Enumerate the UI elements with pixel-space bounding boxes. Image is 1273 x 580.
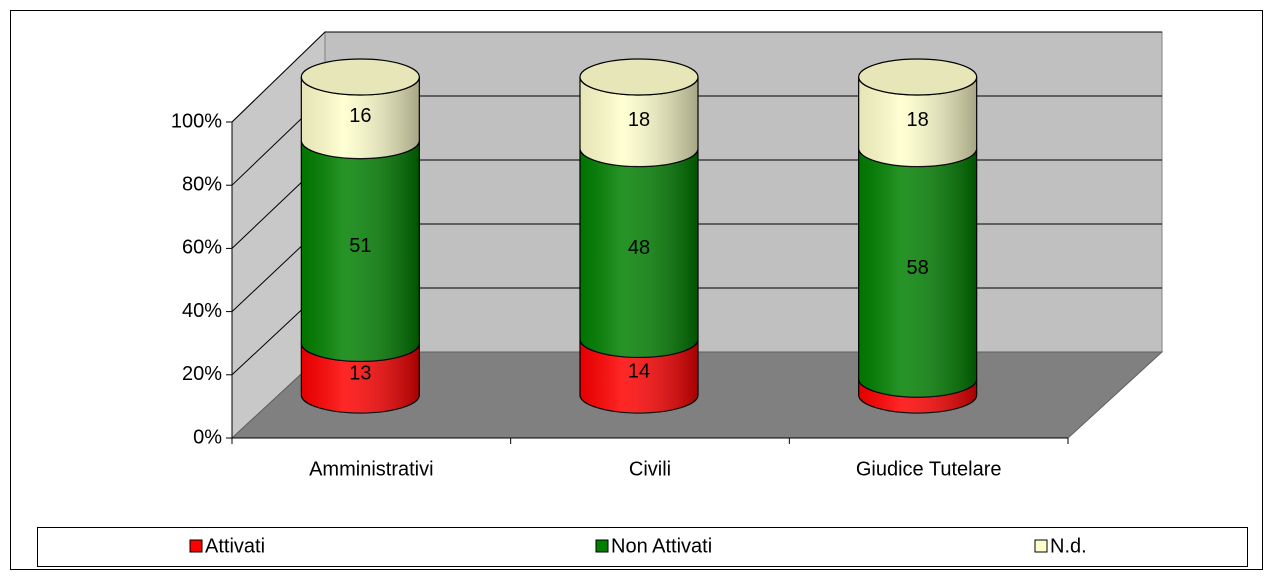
data-label: 51 — [349, 235, 371, 257]
data-label: 18 — [628, 109, 650, 131]
back-wall — [324, 31, 1163, 353]
legend-swatch — [595, 539, 609, 553]
y-tick-label: 60% — [182, 237, 222, 259]
legend-label: N.d. — [1050, 535, 1087, 557]
x-tick-label: Giudice Tutelare — [856, 458, 1002, 480]
legend-label: Attivati — [205, 535, 265, 557]
y-tick-label: 100% — [171, 110, 222, 132]
y-tick-label: 80% — [182, 173, 222, 195]
legend-swatch — [1034, 539, 1048, 553]
data-label: 48 — [628, 237, 650, 259]
y-tick-label: 0% — [193, 426, 222, 448]
cylinder-top — [300, 58, 420, 96]
y-tick-label: 40% — [182, 300, 222, 322]
data-label: 16 — [349, 105, 371, 127]
legend-swatch — [189, 539, 203, 553]
cylinder-top — [858, 58, 978, 96]
data-label: 58 — [907, 257, 929, 279]
cylinder-top — [579, 58, 699, 96]
grid-line — [231, 31, 1162, 123]
x-tick-label: Amministrativi — [309, 458, 433, 480]
y-tick-label: 20% — [182, 363, 222, 385]
data-label: 13 — [349, 362, 371, 384]
data-label: 14 — [628, 360, 650, 382]
data-label: 18 — [907, 109, 929, 131]
legend-label: Non Attivati — [611, 535, 712, 557]
x-tick-label: Civili — [629, 458, 671, 480]
